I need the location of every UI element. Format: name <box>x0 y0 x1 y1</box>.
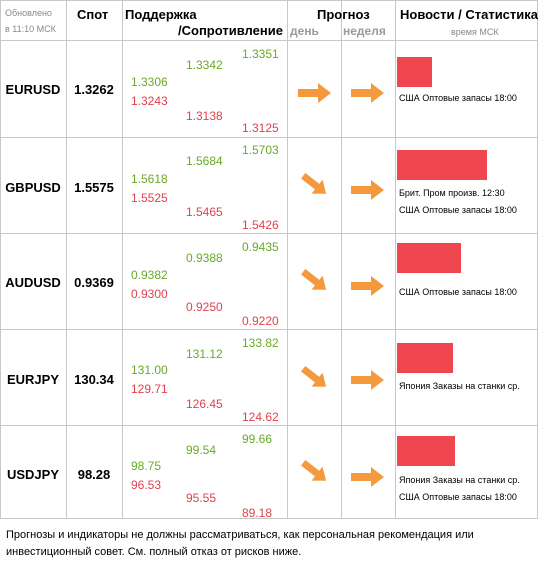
news-importance-bar <box>397 243 461 273</box>
day-header: день <box>290 24 319 38</box>
support-resistance-value: 1.3125 <box>242 121 279 135</box>
support-resistance-value: 133.82 <box>242 336 279 350</box>
support-resistance-value: 1.3138 <box>186 109 223 123</box>
support-resistance-value: 0.9388 <box>186 251 223 265</box>
support-resistance-value: 1.3342 <box>186 58 223 72</box>
grid-line <box>0 329 538 330</box>
support-resistance-value: 1.3243 <box>131 94 168 108</box>
news-importance-bar <box>397 150 487 180</box>
news-item: США Оптовые запасы 18:00 <box>399 492 517 502</box>
support-resistance-value: 0.9220 <box>242 314 279 328</box>
support-header: Поддержка <box>125 7 197 22</box>
news-item: Япония Заказы на станки ср. <box>399 381 520 391</box>
support-resistance-value: 129.71 <box>131 382 168 396</box>
news-item: США Оптовые запасы 18:00 <box>399 93 517 103</box>
news-importance-bar <box>397 343 453 373</box>
grid-line <box>341 0 342 518</box>
arrow-right-icon <box>351 276 384 296</box>
support-resistance-value: 1.5684 <box>186 154 223 168</box>
pair-name: AUDUSD <box>5 275 61 290</box>
pair-name: EURUSD <box>5 82 61 97</box>
news-header: Новости / Статистика <box>400 7 538 22</box>
support-resistance-value: 98.75 <box>131 459 162 473</box>
grid-line <box>0 137 538 138</box>
support-resistance-value: 96.53 <box>131 478 162 492</box>
spot-value: 98.28 <box>77 467 111 482</box>
news-importance-bar <box>397 436 455 466</box>
support-resistance-value: 0.9300 <box>131 287 168 301</box>
support-resistance-value: 89.18 <box>242 506 273 520</box>
support-resistance-value: 1.5525 <box>131 191 168 205</box>
pair-name: EURJPY <box>6 372 60 387</box>
arrow-down-right-icon <box>301 365 327 387</box>
support-resistance-value: 1.5465 <box>186 205 223 219</box>
resistance-header: /Сопротивление <box>178 23 283 38</box>
support-resistance-value: 0.9435 <box>242 240 279 254</box>
arrow-right-icon <box>351 467 384 487</box>
grid-line <box>0 233 538 234</box>
support-resistance-value: 0.9382 <box>131 268 168 282</box>
arrow-down-right-icon <box>301 459 327 481</box>
news-importance-bar <box>397 57 432 87</box>
arrow-down-right-icon <box>301 172 327 194</box>
news-item: США Оптовые запасы 18:00 <box>399 287 517 297</box>
support-resistance-value: 1.5426 <box>242 218 279 232</box>
news-item: США Оптовые запасы 18:00 <box>399 205 517 215</box>
spot-value: 0.9369 <box>74 275 114 290</box>
spot-value: 1.3262 <box>74 82 114 97</box>
support-resistance-value: 1.3351 <box>242 47 279 61</box>
time-header: время МСК <box>451 27 499 37</box>
grid-line <box>0 0 1 518</box>
week-header: неделя <box>343 24 386 38</box>
support-resistance-value: 95.55 <box>186 491 217 505</box>
forecast-header: Прогноз <box>317 7 370 22</box>
support-resistance-value: 1.3306 <box>131 75 168 89</box>
arrow-down-right-icon <box>301 268 327 290</box>
support-resistance-value: 131.00 <box>131 363 168 377</box>
arrow-right-icon <box>298 83 331 103</box>
support-resistance-value: 99.54 <box>186 443 217 457</box>
spot-header: Спот <box>77 7 109 22</box>
grid-line <box>287 0 288 518</box>
support-resistance-value: 131.12 <box>186 347 223 361</box>
arrow-right-icon <box>351 83 384 103</box>
grid-line <box>0 425 538 426</box>
arrow-right-icon <box>351 370 384 390</box>
spot-value: 1.5575 <box>74 180 114 195</box>
support-resistance-value: 0.9250 <box>186 300 223 314</box>
news-item: Брит. Пром произв. 12:30 <box>399 188 505 198</box>
support-resistance-value: 1.5618 <box>131 172 168 186</box>
grid-line <box>122 0 123 518</box>
arrow-right-icon <box>351 180 384 200</box>
support-resistance-value: 124.62 <box>242 410 279 424</box>
grid-line <box>0 40 538 41</box>
updated-label: Обновлено <box>5 8 52 18</box>
updated-time: в 11:10 МСК <box>5 24 56 34</box>
grid-line <box>0 518 538 519</box>
pair-name: USDJPY <box>6 467 60 482</box>
support-resistance-value: 126.45 <box>186 397 223 411</box>
news-item: Япония Заказы на станки ср. <box>399 475 520 485</box>
pair-name: GBPUSD <box>5 180 61 195</box>
grid-line <box>0 0 538 1</box>
grid-line <box>395 0 396 518</box>
support-resistance-value: 99.66 <box>242 432 273 446</box>
disclaimer: Прогнозы и индикаторы не должны рассматр… <box>6 529 474 558</box>
spot-value: 130.34 <box>74 372 114 387</box>
grid-line <box>66 0 67 518</box>
support-resistance-value: 1.5703 <box>242 143 279 157</box>
